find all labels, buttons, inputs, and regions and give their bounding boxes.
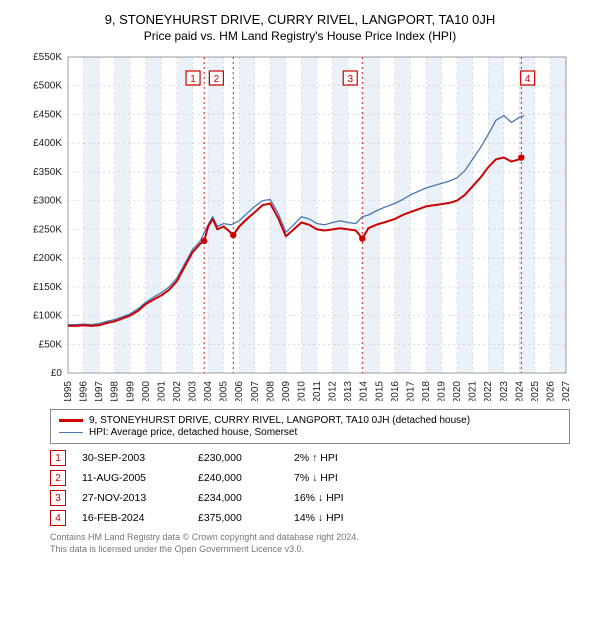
transaction-hpi-diff: 14% ↓ HPI xyxy=(294,512,394,524)
footer-attribution: Contains HM Land Registry data © Crown c… xyxy=(50,532,570,555)
svg-text:1998: 1998 xyxy=(110,381,121,401)
transaction-marker-number: 3 xyxy=(50,490,66,506)
svg-text:2023: 2023 xyxy=(499,381,510,401)
chart-svg: £0 £50K £100K £150K £200K £250K £300K £350K £400… xyxy=(20,51,580,401)
transaction-price: £234,000 xyxy=(198,492,278,504)
transaction-price: £240,000 xyxy=(198,472,278,484)
transaction-hpi-diff: 16% ↓ HPI xyxy=(294,492,394,504)
svg-text:2009: 2009 xyxy=(281,381,292,401)
svg-text:£450K: £450K xyxy=(33,109,62,120)
transaction-marker-number: 2 xyxy=(50,470,66,486)
transaction-hpi-diff: 7% ↓ HPI xyxy=(294,472,394,484)
svg-text:2022: 2022 xyxy=(483,381,494,401)
page-title: 9, STONEYHURST DRIVE, CURRY RIVEL, LANGP… xyxy=(10,12,590,27)
legend-swatch xyxy=(59,432,83,433)
svg-text:£300K: £300K xyxy=(33,196,62,207)
legend-box: 9, STONEYHURST DRIVE, CURRY RIVEL, LANGP… xyxy=(50,409,570,444)
transaction-date: 16-FEB-2024 xyxy=(82,512,182,524)
legend-row: HPI: Average price, detached house, Some… xyxy=(59,427,561,438)
transaction-price: £375,000 xyxy=(198,512,278,524)
transaction-date: 27-NOV-2013 xyxy=(82,492,182,504)
svg-text:1999: 1999 xyxy=(125,381,136,401)
svg-text:£200K: £200K xyxy=(33,253,62,264)
svg-text:£150K: £150K xyxy=(33,282,62,293)
svg-text:2011: 2011 xyxy=(312,381,323,401)
svg-text:2024: 2024 xyxy=(514,381,525,401)
svg-text:1997: 1997 xyxy=(94,381,105,401)
transaction-marker-number: 4 xyxy=(50,510,66,526)
svg-text:2: 2 xyxy=(214,74,220,85)
svg-text:2017: 2017 xyxy=(405,381,416,401)
svg-text:2001: 2001 xyxy=(156,381,167,401)
transaction-row: 3 27-NOV-2013 £234,000 16% ↓ HPI xyxy=(50,490,570,506)
svg-text:2005: 2005 xyxy=(219,381,230,401)
svg-text:2002: 2002 xyxy=(172,381,183,401)
legend-label: 9, STONEYHURST DRIVE, CURRY RIVEL, LANGP… xyxy=(89,415,470,426)
svg-text:2004: 2004 xyxy=(203,381,214,401)
svg-text:2021: 2021 xyxy=(468,381,479,401)
svg-text:2003: 2003 xyxy=(188,381,199,401)
svg-text:2012: 2012 xyxy=(328,381,339,401)
transaction-price: £230,000 xyxy=(198,452,278,464)
svg-text:2014: 2014 xyxy=(359,381,370,401)
transaction-row: 4 16-FEB-2024 £375,000 14% ↓ HPI xyxy=(50,510,570,526)
svg-text:£0: £0 xyxy=(51,368,63,379)
svg-text:£250K: £250K xyxy=(33,224,62,235)
svg-text:2015: 2015 xyxy=(374,381,385,401)
svg-text:2007: 2007 xyxy=(250,381,261,401)
legend-row: 9, STONEYHURST DRIVE, CURRY RIVEL, LANGP… xyxy=(59,415,561,426)
transaction-row: 2 11-AUG-2005 £240,000 7% ↓ HPI xyxy=(50,470,570,486)
legend-label: HPI: Average price, detached house, Some… xyxy=(89,427,297,438)
legend-swatch xyxy=(59,419,83,422)
transaction-date: 11-AUG-2005 xyxy=(82,472,182,484)
svg-text:2010: 2010 xyxy=(296,381,307,401)
svg-text:£500K: £500K xyxy=(33,81,62,92)
svg-text:£550K: £550K xyxy=(33,52,62,63)
svg-text:2020: 2020 xyxy=(452,381,463,401)
svg-text:£50K: £50K xyxy=(39,339,63,350)
price-chart: £0 £50K £100K £150K £200K £250K £300K £350K £400… xyxy=(20,51,580,401)
svg-text:2000: 2000 xyxy=(141,381,152,401)
transactions-table: 1 30-SEP-2003 £230,000 2% ↑ HPI 2 11-AUG-2005… xyxy=(50,450,570,526)
svg-text:£100K: £100K xyxy=(33,311,62,322)
svg-text:3: 3 xyxy=(347,74,353,85)
svg-text:2019: 2019 xyxy=(437,381,448,401)
svg-text:£350K: £350K xyxy=(33,167,62,178)
svg-text:2016: 2016 xyxy=(390,381,401,401)
svg-text:2013: 2013 xyxy=(343,381,354,401)
footer-line2: This data is licensed under the Open Gov… xyxy=(50,544,570,556)
svg-text:2008: 2008 xyxy=(265,381,276,401)
transaction-row: 1 30-SEP-2003 £230,000 2% ↑ HPI xyxy=(50,450,570,466)
svg-text:£400K: £400K xyxy=(33,138,62,149)
svg-text:1: 1 xyxy=(190,74,196,85)
footer-line1: Contains HM Land Registry data © Crown c… xyxy=(50,532,570,544)
svg-text:2018: 2018 xyxy=(421,381,432,401)
transaction-marker-number: 1 xyxy=(50,450,66,466)
svg-text:2026: 2026 xyxy=(545,381,556,401)
transaction-hpi-diff: 2% ↑ HPI xyxy=(294,452,394,464)
svg-text:1996: 1996 xyxy=(79,381,90,401)
transaction-date: 30-SEP-2003 xyxy=(82,452,182,464)
svg-text:2006: 2006 xyxy=(234,381,245,401)
svg-text:1995: 1995 xyxy=(63,381,74,401)
svg-text:4: 4 xyxy=(525,74,531,85)
svg-text:2025: 2025 xyxy=(530,381,541,401)
page-subtitle: Price paid vs. HM Land Registry's House … xyxy=(10,29,590,43)
svg-text:2027: 2027 xyxy=(561,381,572,401)
